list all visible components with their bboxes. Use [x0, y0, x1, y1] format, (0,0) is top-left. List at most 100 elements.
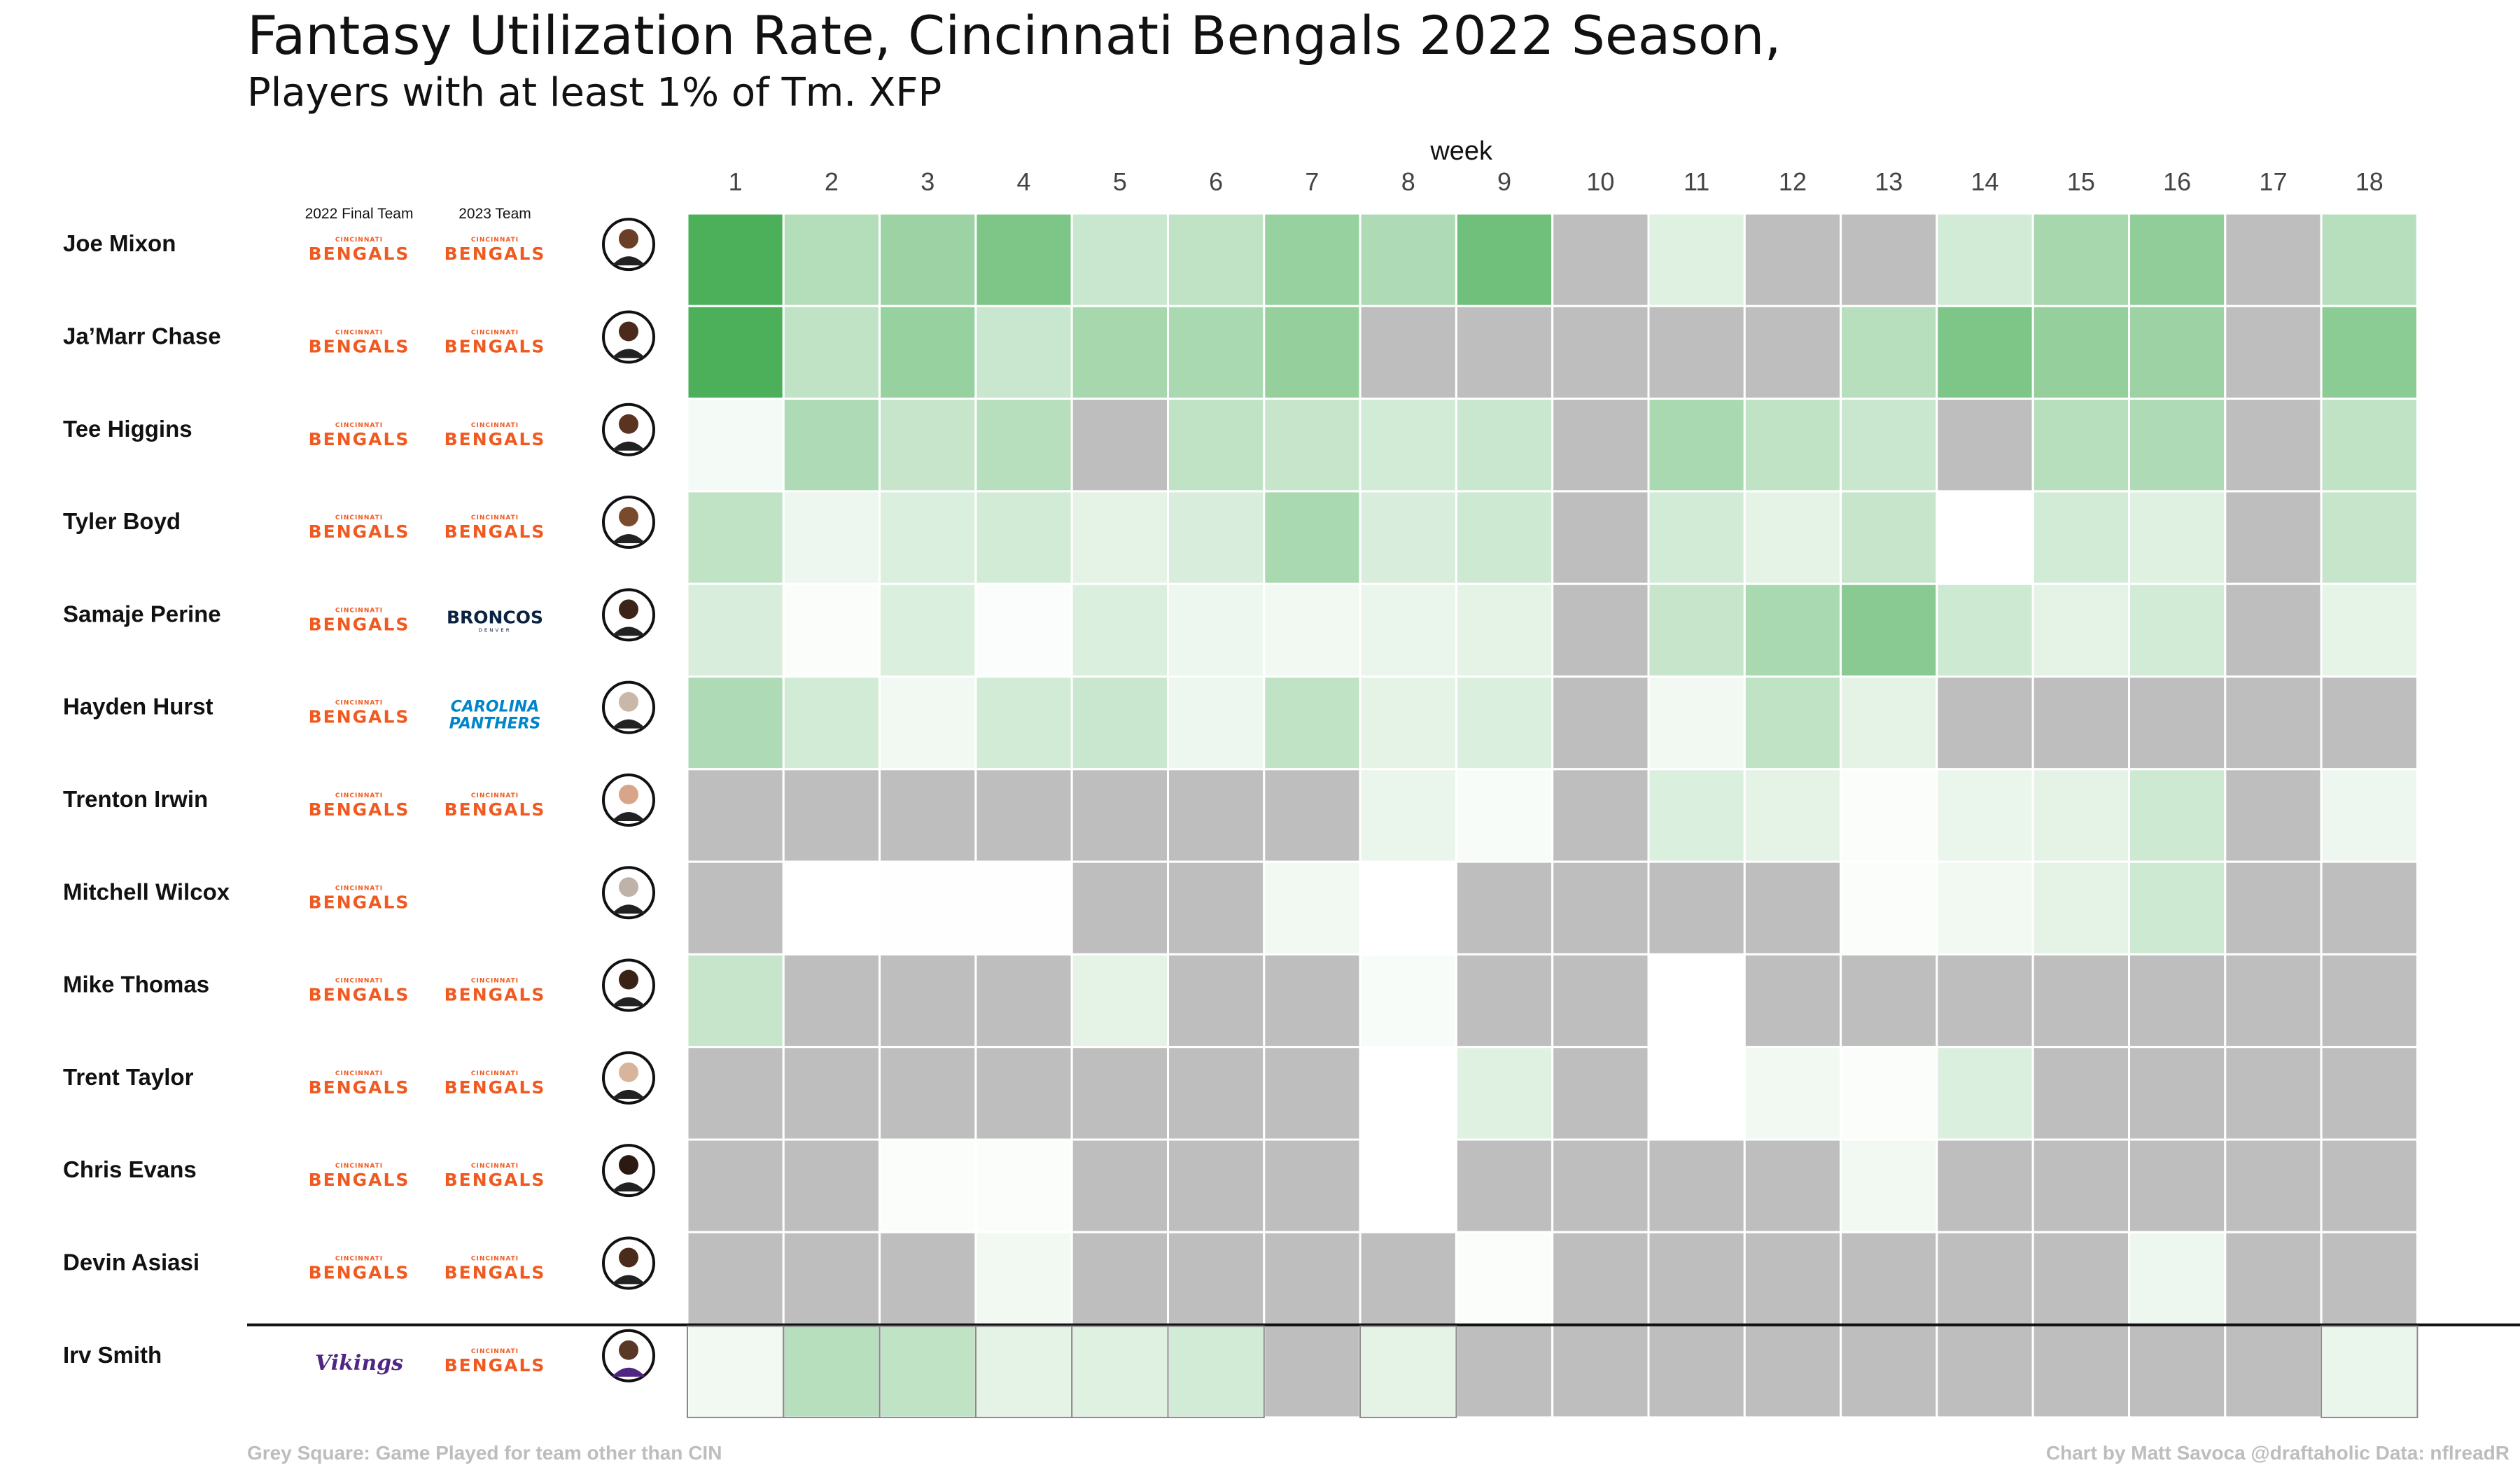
logo-text: Vikings	[315, 1351, 403, 1376]
heatmap-cell	[1455, 1324, 1554, 1419]
heatmap-cell	[1359, 212, 1457, 307]
heatmap-cell	[1551, 582, 1650, 678]
player-name: Ja’Marr Chase	[63, 323, 221, 349]
logo-text: BRONCOS	[447, 607, 543, 627]
footer-note: Grey Square: Game Played for team other …	[247, 1442, 722, 1464]
player-row: Joe Mixon CINCINNATIBENGALSCINCINNATIBENG…	[63, 218, 655, 272]
heatmap-cell	[1840, 212, 1938, 307]
logo-text: BENGALS	[444, 1355, 546, 1376]
player-headshot-icon	[602, 680, 655, 734]
heatmap-cell	[2031, 676, 2130, 771]
heatmap-cell	[782, 1138, 881, 1233]
heatmap-cell	[2224, 490, 2323, 585]
heatmap-cell	[1455, 768, 1554, 863]
heatmap-cell	[1647, 398, 1746, 493]
x-tick-label: 18	[2356, 167, 2384, 196]
logo-text-small: CINCINNATI	[471, 237, 519, 244]
heatmap-cell	[1647, 1324, 1746, 1419]
heatmap-cell	[1551, 398, 1650, 493]
heatmap-cell	[1070, 490, 1169, 585]
x-tick-label: 4	[1017, 167, 1031, 196]
heatmap-cell	[1455, 582, 1554, 678]
x-tick-label: 3	[920, 167, 934, 196]
heatmap-cell	[1167, 953, 1266, 1049]
heatmap-cell	[1455, 398, 1554, 493]
heatmap-cell	[1840, 304, 1938, 400]
heatmap-cell	[2320, 1231, 2418, 1326]
heatmap-cell	[1743, 768, 1842, 863]
highlight-cell-outline	[2320, 1325, 2418, 1418]
heatmap-cell	[974, 953, 1073, 1049]
heatmap-cell	[1359, 490, 1457, 585]
logo-text-small: CINCINNATI	[471, 1070, 519, 1077]
player-headshot-icon	[602, 866, 655, 920]
x-tick-label: 9	[1497, 167, 1511, 196]
heatmap-cell	[2128, 1046, 2227, 1141]
heatmap-cell	[878, 304, 977, 400]
heatmap-cell	[1263, 304, 1362, 400]
player-name: Mike Thomas	[63, 972, 209, 997]
heatmap-cell	[2320, 582, 2418, 678]
heatmap-cell	[1455, 1231, 1554, 1326]
heatmap-cell	[1070, 582, 1169, 678]
heatmap-cell	[2031, 1324, 2130, 1419]
heatmap-cell	[1455, 676, 1554, 771]
chart-subtitle: Players with at least 1% of Tm. XFP	[247, 70, 942, 115]
heatmap-cell	[1935, 212, 2034, 307]
heatmap-cell	[1743, 1138, 1842, 1233]
heatmap-cell	[1359, 1324, 1457, 1419]
heatmap-cell	[2224, 676, 2323, 771]
heatmap-cell	[1840, 1138, 1938, 1233]
logo-text-small: CINCINNATI	[335, 700, 383, 707]
heatmap-cell	[1840, 398, 1938, 493]
heatmap-cell	[1455, 490, 1554, 585]
heatmap-cell	[1840, 953, 1938, 1049]
heatmap-cell	[1070, 212, 1169, 307]
heatmap-cell	[686, 953, 785, 1049]
heatmap-cell	[686, 768, 785, 863]
player-headshot-icon	[602, 496, 655, 550]
heatmap-cell	[1167, 768, 1266, 863]
heatmap-cell	[1743, 582, 1842, 678]
heatmap-cell	[878, 1046, 977, 1141]
logo-text-small: CINCINNATI	[335, 792, 383, 799]
heatmap-cell	[1647, 304, 1746, 400]
heatmap-cell	[1551, 1046, 1650, 1141]
logo-text-small: CINCINNATI	[335, 607, 383, 614]
x-tick-label: 16	[2163, 167, 2191, 196]
logo-text: BENGALS	[309, 985, 410, 1005]
heatmap-cell	[1743, 1231, 1842, 1326]
heatmap-cell	[2031, 953, 2130, 1049]
heatmap-cell	[1935, 490, 2034, 585]
logo-text: BENGALS	[444, 1077, 546, 1098]
logo-text: BENGALS	[444, 244, 546, 264]
logo-text-small: CINCINNATI	[471, 1348, 519, 1355]
heatmap-cell	[1263, 212, 1362, 307]
heatmap-cell	[878, 490, 977, 585]
logo-text: BENGALS	[444, 985, 546, 1005]
heatmap-cell	[2128, 582, 2227, 678]
player-name: Trent Taylor	[63, 1064, 194, 1090]
heatmap-cell	[1263, 1324, 1362, 1419]
heatmap-cell	[1359, 398, 1457, 493]
heatmap-cell	[1455, 1046, 1554, 1141]
player-headshot-icon	[602, 1144, 655, 1198]
heatmap-cell	[2320, 1138, 2418, 1233]
heatmap-cell	[1167, 304, 1266, 400]
heatmap-cell	[974, 860, 1073, 955]
heatmap-cell	[1359, 1138, 1457, 1233]
logo-text-small: CINCINNATI	[335, 885, 383, 892]
heatmap-cell	[1551, 304, 1650, 400]
heatmap-cell	[1070, 304, 1169, 400]
heatmap-cell	[974, 304, 1073, 400]
heatmap-cell	[1359, 1046, 1457, 1141]
team-logo: Vikings	[315, 1351, 403, 1376]
heatmap-cell	[1070, 398, 1169, 493]
heatmap-cell	[974, 582, 1073, 678]
